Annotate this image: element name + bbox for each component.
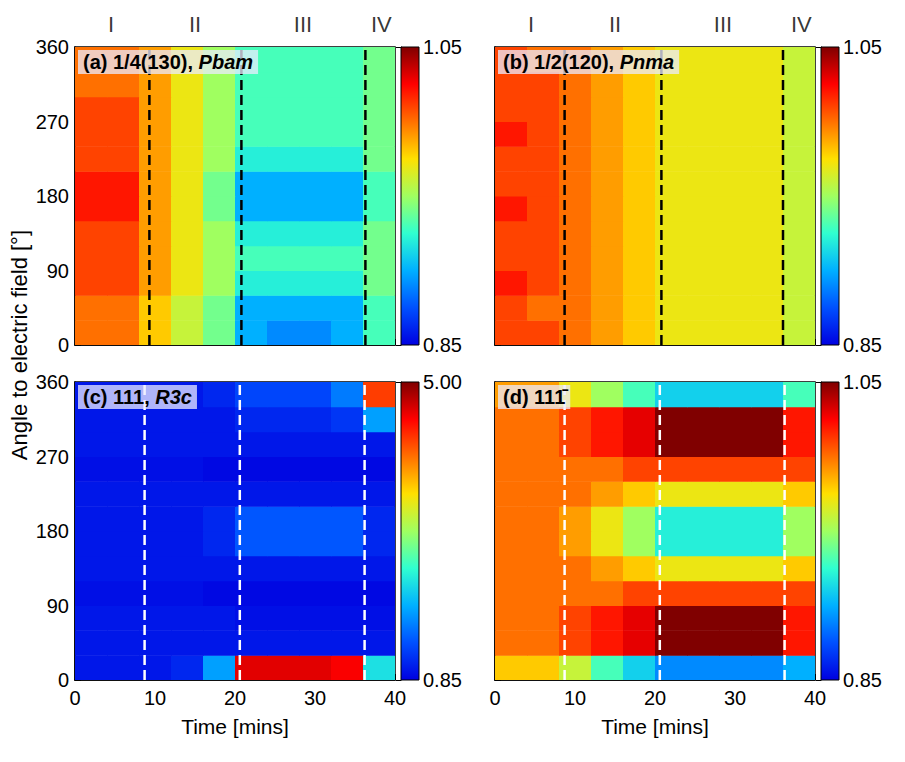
- svg-text:I: I: [528, 12, 534, 37]
- svg-text:10: 10: [144, 687, 166, 709]
- svg-text:0: 0: [489, 687, 500, 709]
- svg-text:5.00: 5.00: [423, 371, 462, 393]
- svg-text:II: II: [609, 12, 621, 37]
- svg-text:II: II: [189, 12, 201, 37]
- svg-text:180: 180: [36, 520, 69, 542]
- svg-text:Pnma: Pnma: [620, 51, 674, 73]
- svg-text:Time [mins]: Time [mins]: [601, 715, 709, 738]
- svg-text:(a) 1/4(130),: (a) 1/4(130),: [83, 51, 199, 73]
- svg-text:0: 0: [69, 687, 80, 709]
- svg-text:180: 180: [36, 185, 69, 207]
- svg-text:0.85: 0.85: [423, 334, 462, 356]
- svg-text:20: 20: [644, 687, 666, 709]
- svg-text:III: III: [714, 12, 732, 37]
- svg-text:360: 360: [36, 36, 69, 58]
- svg-text:20: 20: [224, 687, 246, 709]
- svg-text:30: 30: [724, 687, 746, 709]
- svg-text:Pbam: Pbam: [199, 51, 253, 73]
- svg-text:1.05: 1.05: [843, 36, 882, 58]
- svg-text:270: 270: [36, 111, 69, 133]
- svg-text:IV: IV: [371, 12, 392, 37]
- svg-text:0.85: 0.85: [423, 669, 462, 691]
- svg-text:30: 30: [304, 687, 326, 709]
- svg-text:0: 0: [58, 669, 69, 691]
- svg-text:0.85: 0.85: [843, 334, 882, 356]
- svg-text:90: 90: [47, 595, 69, 617]
- svg-text:1.05: 1.05: [423, 36, 462, 58]
- svg-text:Angle to electric field [°]: Angle to electric field [°]: [7, 230, 32, 460]
- svg-text:360: 360: [36, 371, 69, 393]
- svg-text:40: 40: [384, 687, 406, 709]
- svg-text:III: III: [294, 12, 312, 37]
- svg-text:1.05: 1.05: [843, 371, 882, 393]
- svg-text:IV: IV: [791, 12, 812, 37]
- svg-text:0: 0: [58, 334, 69, 356]
- svg-text:(b) 1/2(120),: (b) 1/2(120),: [503, 51, 620, 73]
- svg-text:I: I: [108, 12, 114, 37]
- svg-text:0.85: 0.85: [843, 669, 882, 691]
- svg-text:270: 270: [36, 446, 69, 468]
- svg-text:(c) 111,: (c) 111,: [83, 386, 155, 408]
- svg-text:90: 90: [47, 260, 69, 282]
- svg-text:(d) 111̄: (d) 111̄: [503, 386, 568, 408]
- svg-text:10: 10: [564, 687, 586, 709]
- svg-text:40: 40: [804, 687, 826, 709]
- svg-text:Time [mins]: Time [mins]: [181, 715, 289, 738]
- svg-text:R3c: R3c: [155, 386, 192, 408]
